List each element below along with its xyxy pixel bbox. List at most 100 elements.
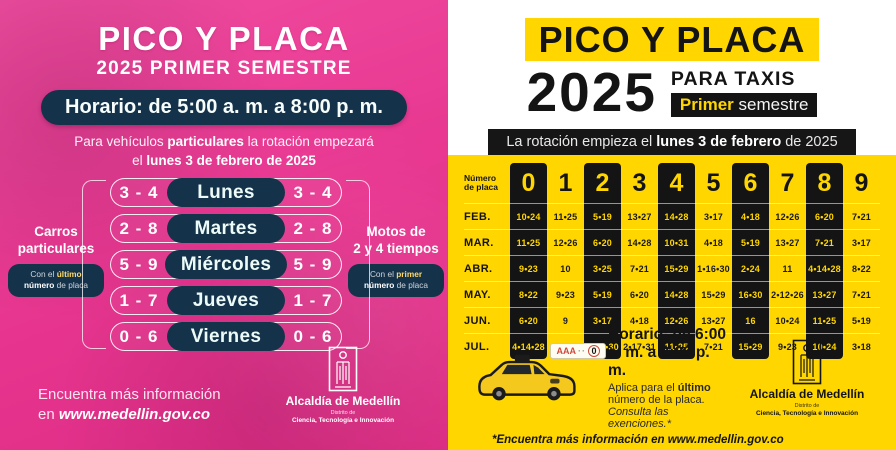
digit-number: 6: [743, 168, 758, 197]
weekday-pill: Miércoles: [164, 250, 288, 280]
weekday-label: Lunes: [197, 181, 255, 203]
semester-word1: Primer: [679, 95, 734, 115]
digit-header-5: 5: [695, 163, 732, 203]
date-cell: 13•27: [621, 203, 658, 229]
car-plate-numbers: 3 - 4: [119, 182, 159, 202]
logo-sub1: Distrito de: [794, 403, 820, 410]
more-info-text: Encuentra más información en www.medelli…: [38, 385, 221, 424]
license-plate: AAA ·· 0: [550, 342, 606, 359]
date-cell: 15•29: [695, 281, 732, 307]
digit-header-4: 4: [658, 163, 695, 204]
motos-note-pill: Con el primer número de placa: [348, 264, 444, 297]
date-cell: 5•19: [584, 203, 621, 230]
cars-label-line2: particulares: [17, 241, 95, 257]
year-row: 2025 PARA TAXIS Primer semestre: [448, 65, 896, 120]
month-label: FEB.: [464, 203, 510, 229]
logo-title: Alcaldía de Medellín: [749, 386, 865, 401]
date-cell: 2•17•31: [621, 333, 658, 359]
for-taxis-label: PARA TAXIS: [670, 68, 796, 91]
date-cell: 11: [769, 255, 806, 281]
date-cell: 4•18: [695, 229, 732, 255]
note-part: Con el: [369, 269, 397, 280]
note-part: número de la placa.: [608, 394, 705, 406]
note-part: Con el: [30, 269, 57, 280]
semester-word2: semestre: [733, 95, 809, 115]
date-cell: 3•18: [843, 333, 880, 359]
taxi-schedule-title: Horario: de 6:00 a. m. a 8:00 p. m.: [608, 326, 727, 379]
date-cell: 16•30: [732, 281, 769, 308]
date-cell: 5•19: [843, 307, 880, 333]
taxi-note-1: Aplica para el último número de la placa…: [608, 382, 732, 406]
digit-header-7: 7: [769, 163, 806, 203]
note-highlight: último: [56, 269, 82, 280]
date-cell: 3•17: [584, 307, 621, 334]
rotation-part: La rotación empieza el: [506, 134, 657, 151]
motos-label: Motos de 2 y 4 tiempos Con el primer núm…: [344, 178, 448, 351]
corner-line1: Número: [464, 172, 497, 183]
date-cell: 1•16•30: [695, 255, 732, 281]
date-cell: 11•25: [510, 229, 547, 256]
date-cell: 16: [732, 307, 769, 334]
cars-note-pill: Con el último número de placa: [8, 264, 104, 297]
semester-chip: Primer semestre: [670, 93, 818, 118]
left-footer: Encuentra más información en www.medelli…: [0, 346, 448, 424]
car-plate-numbers: 0 - 6: [119, 326, 159, 346]
date-cell: 10•24: [769, 307, 806, 333]
date-cell: 6•20: [621, 281, 658, 307]
car-plate-numbers: 2 - 8: [119, 218, 159, 238]
date-cell: 11•25: [658, 333, 695, 360]
weekday-pill: Viernes: [167, 322, 285, 352]
taxi-footer: AAA ·· 0 Horario: de 6:00 a. m. a 8:00 p…: [448, 326, 896, 430]
date-cell: 10•31: [658, 229, 695, 256]
intro-part: el: [132, 152, 147, 168]
cars-label-line1: Carros: [34, 224, 78, 240]
moto-plate-numbers: 1 - 7: [293, 290, 333, 310]
info-line2-prefix: en: [38, 405, 59, 423]
rotation-section: Carros particulares Con el último número…: [0, 178, 448, 352]
date-cell: 15•29: [732, 333, 769, 360]
note-highlight: número: [23, 280, 55, 291]
intro-highlight: lunes 3 de febrero de 2025: [146, 152, 316, 168]
month-label: MAR.: [464, 229, 510, 255]
date-cell: 14•28: [658, 281, 695, 308]
date-cell: 2•24: [732, 255, 769, 282]
weekday-pill: Martes: [167, 214, 285, 244]
table-corner-label: Número de placa: [464, 163, 510, 203]
date-cell: 7•21: [806, 229, 843, 256]
weekday-label: Viernes: [190, 325, 262, 347]
date-cell: 4•18: [621, 307, 658, 333]
note-part: Aplica para el: [608, 382, 678, 394]
date-cell: 8•22: [510, 281, 547, 308]
month-label: JUL.: [464, 333, 510, 359]
weekday-row: 0 - 6 Viernes 0 - 6: [110, 322, 342, 352]
digit-number: 5: [706, 168, 721, 197]
month-label: JUN.: [464, 307, 510, 333]
date-cell: 2•12•26: [769, 281, 806, 307]
date-cell: 14•28: [621, 229, 658, 255]
weekday-row: 1 - 7 Jueves 1 - 7: [110, 286, 342, 316]
left-bracket-line: [82, 180, 106, 350]
taxi-note-2: Consulta las exenciones.*: [608, 406, 671, 430]
date-cell: 9: [547, 307, 584, 333]
date-cell: 9•23: [769, 333, 806, 359]
date-cell: 12•26: [658, 307, 695, 334]
digit-header-2: 2: [584, 163, 621, 204]
for-taxis-block: PARA TAXIS Primer semestre: [670, 68, 818, 118]
logo-sub2: Ciencia, Tecnología e Innovación: [755, 410, 859, 418]
medellin-url-link[interactable]: www.medellin.gov.co: [58, 405, 211, 423]
weekday-pill: Lunes: [167, 178, 285, 208]
note-highlight: último: [677, 382, 711, 394]
weekday-row: 3 - 4 Lunes 3 - 4: [110, 178, 342, 208]
intro-text: Para vehículos particulares la rotación …: [0, 133, 448, 171]
plate-dots: ··: [577, 345, 586, 356]
alcaldia-logo-right: Alcaldía de Medellín Distrito de Ciencia…: [732, 339, 882, 417]
date-cell: 9•23: [510, 255, 547, 282]
page-title: PICO Y PLACA: [98, 20, 350, 57]
date-cell: 6•20: [584, 229, 621, 256]
date-cell: 7•21: [621, 255, 658, 281]
moto-plate-numbers: 3 - 4: [293, 182, 333, 202]
digit-header-9: 9: [843, 163, 880, 203]
date-cell: 7•21: [843, 203, 880, 229]
moto-plate-numbers: 2 - 8: [293, 218, 333, 238]
note-highlight: primer: [396, 269, 423, 280]
